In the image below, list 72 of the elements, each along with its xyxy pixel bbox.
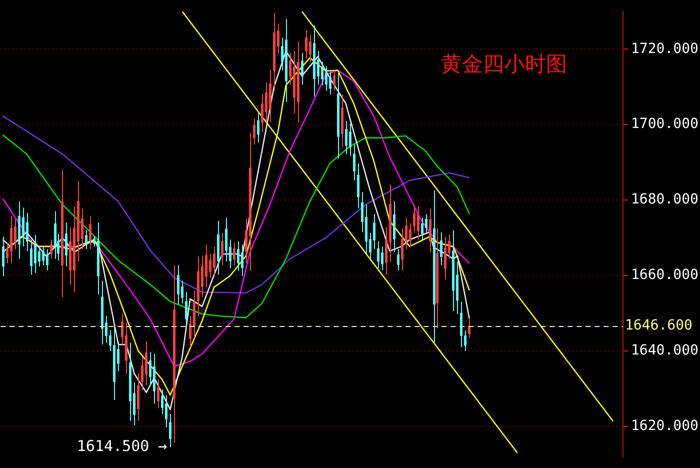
candlestick — [401, 228, 404, 271]
ref-line-label: 1646.600 — [625, 318, 692, 334]
y-tick-label: 1720.000 — [631, 40, 698, 57]
candlestick — [381, 246, 384, 271]
candlestick — [468, 317, 470, 338]
annotation: 1614.500 → — [76, 437, 168, 456]
candlestick — [301, 52, 304, 86]
y-tick-label: 1680.000 — [631, 192, 698, 208]
candlestick — [205, 244, 208, 288]
candlestick — [185, 292, 188, 329]
candlestick — [349, 122, 352, 156]
candlestick — [26, 212, 28, 252]
candlestick — [221, 232, 224, 266]
candlestick — [265, 82, 268, 123]
candlestick — [50, 239, 52, 260]
candlestick — [10, 215, 12, 264]
candlestick — [46, 248, 48, 271]
candlestick — [209, 253, 212, 278]
candlestick — [309, 34, 312, 62]
candlestick — [145, 341, 148, 386]
y-tick-label: 1660.000 — [631, 267, 698, 284]
candlestick — [241, 244, 244, 276]
candlestick — [14, 218, 16, 250]
candlestick — [257, 112, 260, 143]
candlestick — [353, 144, 356, 181]
candlestick — [440, 232, 442, 266]
candlestick — [2, 236, 4, 277]
candlestick — [137, 373, 140, 422]
candlestick — [22, 207, 24, 247]
candlestick — [213, 246, 216, 276]
candlestick — [157, 379, 160, 409]
candlestick — [85, 230, 88, 250]
candlestick — [397, 248, 400, 271]
candlestick — [89, 215, 92, 250]
candlestick — [42, 246, 44, 266]
candlestick — [177, 264, 180, 305]
candlestick — [333, 70, 336, 92]
candlestick — [141, 356, 144, 391]
candlestick — [225, 217, 228, 262]
candlestick — [429, 208, 432, 253]
candlestick — [425, 214, 428, 234]
candlestick — [237, 241, 240, 272]
candlestick — [417, 206, 420, 240]
candlestick — [201, 255, 204, 298]
y-tick-label: 1640.000 — [631, 342, 698, 359]
candlestick — [413, 206, 416, 234]
candlestick — [30, 239, 32, 276]
candlestick — [377, 241, 380, 269]
candlestick — [421, 217, 424, 240]
candlestick — [444, 236, 446, 280]
candlestick — [305, 30, 308, 60]
y-tick-label: 1620.000 — [631, 418, 698, 434]
candlestick — [54, 210, 56, 260]
candlestick — [357, 162, 360, 209]
y-tick-label: 1700.000 — [631, 116, 698, 132]
candlestick — [325, 66, 328, 92]
candlestick — [409, 222, 412, 247]
candlestick — [373, 214, 376, 250]
candlestick — [345, 120, 348, 155]
candlestick — [261, 94, 264, 133]
candlestick — [34, 234, 36, 274]
text: 黄金四小时图 — [441, 51, 567, 78]
candlestick — [38, 246, 40, 267]
candlestick — [193, 290, 196, 338]
candlestick — [321, 61, 324, 86]
candlestick — [165, 394, 168, 428]
candlestick — [233, 242, 236, 266]
candlestick — [169, 413, 172, 448]
candlestick — [329, 71, 332, 95]
candlestick — [253, 118, 256, 146]
candlestick — [65, 222, 68, 267]
candlestick — [460, 301, 462, 348]
